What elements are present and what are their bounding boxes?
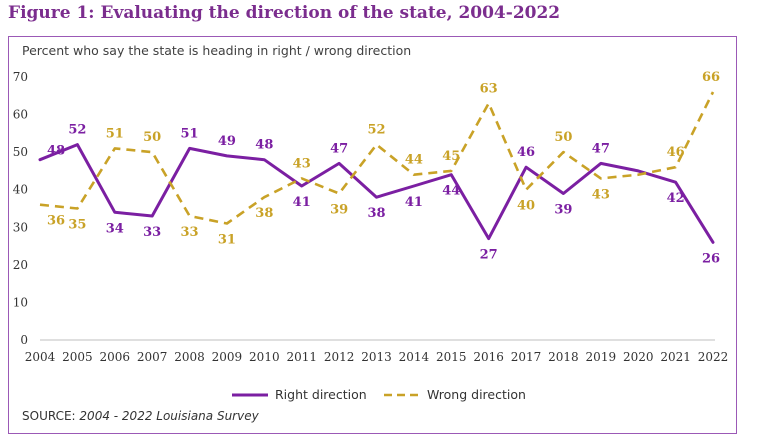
legend-right-label: Right direction: [275, 387, 367, 402]
wrong-direction-data-label: 36: [47, 214, 65, 229]
wrong-direction-data-label: 51: [106, 126, 124, 141]
y-tick-label: 30: [13, 220, 28, 234]
wrong-direction-data-label: 35: [68, 218, 86, 233]
y-tick-label: 0: [20, 333, 28, 347]
wrong-direction-data-label: 43: [592, 187, 610, 202]
x-tick-label: 2014: [399, 350, 430, 364]
wrong-direction-data-label: 40: [517, 199, 535, 214]
source-text: 2004 - 2022 Louisiana Survey: [79, 409, 259, 423]
series-lines: [38, 91, 715, 244]
right-direction-data-label: 41: [405, 195, 423, 210]
x-tick-label: 2012: [324, 350, 355, 364]
chart-frame: [8, 36, 737, 434]
legend-wrong-label: Wrong direction: [427, 387, 526, 402]
x-tick-label: 2009: [212, 350, 243, 364]
y-tick-label: 20: [13, 258, 28, 272]
wrong-direction-data-label: 33: [181, 225, 199, 240]
x-tick-label: 2005: [62, 350, 93, 364]
right-direction-data-label: 26: [702, 251, 720, 266]
right-direction-data-label: 48: [255, 138, 273, 153]
wrong-direction-data-label: 50: [554, 130, 572, 145]
wrong-direction-data-label: 52: [367, 123, 385, 138]
y-tick-label: 40: [13, 183, 28, 197]
x-tick-label: 2016: [473, 350, 504, 364]
wrong-direction-data-label: 44: [405, 153, 423, 168]
right-direction-data-label: 52: [68, 123, 86, 138]
right-direction-data-label: 51: [181, 126, 199, 141]
x-tick-label: 2020: [623, 350, 654, 364]
x-tick-label: 2004: [25, 350, 56, 364]
wrong-direction-data-label: 45: [442, 149, 460, 164]
y-tick-label: 70: [13, 70, 28, 84]
right-direction-data-label: 46: [517, 145, 535, 160]
wrong-direction-line: [39, 91, 715, 225]
y-tick-label: 60: [13, 108, 28, 122]
right-direction-data-label: 39: [554, 202, 572, 217]
x-tick-label: 2010: [249, 350, 280, 364]
x-tick-label: 2011: [286, 350, 317, 364]
wrong-direction-data-label: 38: [255, 206, 273, 221]
right-direction-data-label: 34: [106, 221, 124, 236]
figure-title: Figure 1: Evaluating the direction of th…: [8, 3, 561, 23]
right-direction-data-label: 27: [480, 248, 498, 263]
x-tick-label: 2021: [660, 350, 691, 364]
source-label: SOURCE:: [22, 409, 76, 423]
chart-subtitle: Percent who say the state is heading in …: [22, 43, 412, 58]
right-direction-data-label: 42: [667, 191, 685, 206]
right-direction-line: [38, 143, 715, 244]
y-axis: 0 10 20 30 40 50 60 70: [13, 70, 28, 347]
y-tick-label: 50: [13, 145, 28, 159]
wrong-direction-data-label: 39: [330, 202, 348, 217]
right-direction-data-label: 47: [592, 141, 610, 156]
right-direction-data-label: 41: [293, 195, 311, 210]
x-tick-label: 2019: [586, 350, 617, 364]
source-note: SOURCE: 2004 - 2022 Louisiana Survey: [22, 409, 259, 423]
x-axis: 2004 2005 2006 2007 2008 2009 2010 2011 2012 2013…: [25, 350, 729, 364]
wrong-direction-data-label: 50: [143, 130, 161, 145]
x-tick-label: 2017: [511, 350, 542, 364]
wrong-direction-data-label: 46: [667, 145, 685, 160]
right-direction-data-label: 44: [442, 184, 460, 199]
right-direction-data-label: 48: [47, 144, 65, 159]
legend: Right direction Wrong direction: [232, 387, 526, 402]
x-tick-label: 2022: [698, 350, 729, 364]
x-tick-label: 2008: [174, 350, 205, 364]
right-direction-data-label: 47: [330, 141, 348, 156]
x-tick-label: 2018: [548, 350, 579, 364]
wrong-direction-data-label: 43: [293, 156, 311, 171]
right-direction-data-label: 49: [218, 134, 236, 149]
right-direction-data-label: 33: [143, 225, 161, 240]
wrong-direction-data-label: 31: [218, 233, 236, 248]
right-direction-data-label: 38: [367, 206, 385, 221]
wrong-direction-data-label: 66: [702, 70, 720, 85]
y-tick-label: 10: [13, 295, 28, 309]
x-tick-label: 2015: [436, 350, 467, 364]
wrong-direction-data-label: 63: [480, 81, 498, 96]
x-tick-label: 2007: [137, 350, 168, 364]
x-tick-label: 2006: [100, 350, 131, 364]
x-tick-label: 2013: [361, 350, 392, 364]
